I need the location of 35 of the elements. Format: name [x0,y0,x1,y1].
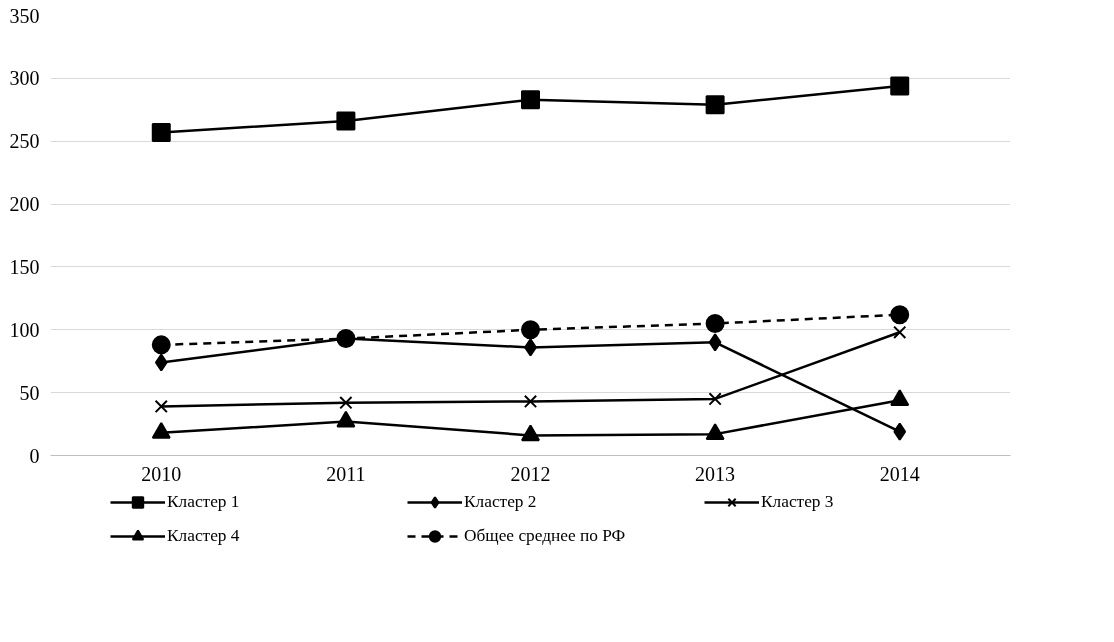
x-tick-label: 2011 [326,462,366,485]
legend-label: Кластер 2 [464,492,538,512]
point [521,320,540,340]
point [893,325,907,339]
y-tick-label: 50 [19,381,40,404]
legend-label: Кластер 4 [167,526,241,546]
x-tick-label: 2014 [879,462,920,485]
point [890,76,910,96]
x-tick-label: 2013 [695,462,736,485]
point [523,394,538,409]
point [893,422,907,441]
point [708,392,722,406]
point [708,333,722,352]
point [705,95,725,115]
y-tick-label: 150 [9,255,40,278]
legend-label: Кластер 1 [167,492,241,512]
point [521,90,540,110]
x-tick-label: 2012 [510,462,551,485]
legend-label: Кластер 3 [761,492,835,512]
point [151,122,171,142]
point [339,396,353,410]
point [336,111,356,131]
y-tick-label: 250 [9,130,40,153]
point [890,305,910,325]
x-tick-label: 2010 [141,462,182,485]
y-tick-label: 350 [9,4,40,27]
point [154,353,168,372]
point [151,335,171,355]
point [705,314,725,333]
point [154,399,168,414]
legend-label: Общее среднее по РФ [464,526,627,546]
y-tick-label: 100 [9,318,40,341]
y-tick-label: 0 [29,444,40,467]
y-tick-label: 200 [9,193,40,216]
y-tick-label: 300 [9,67,40,90]
